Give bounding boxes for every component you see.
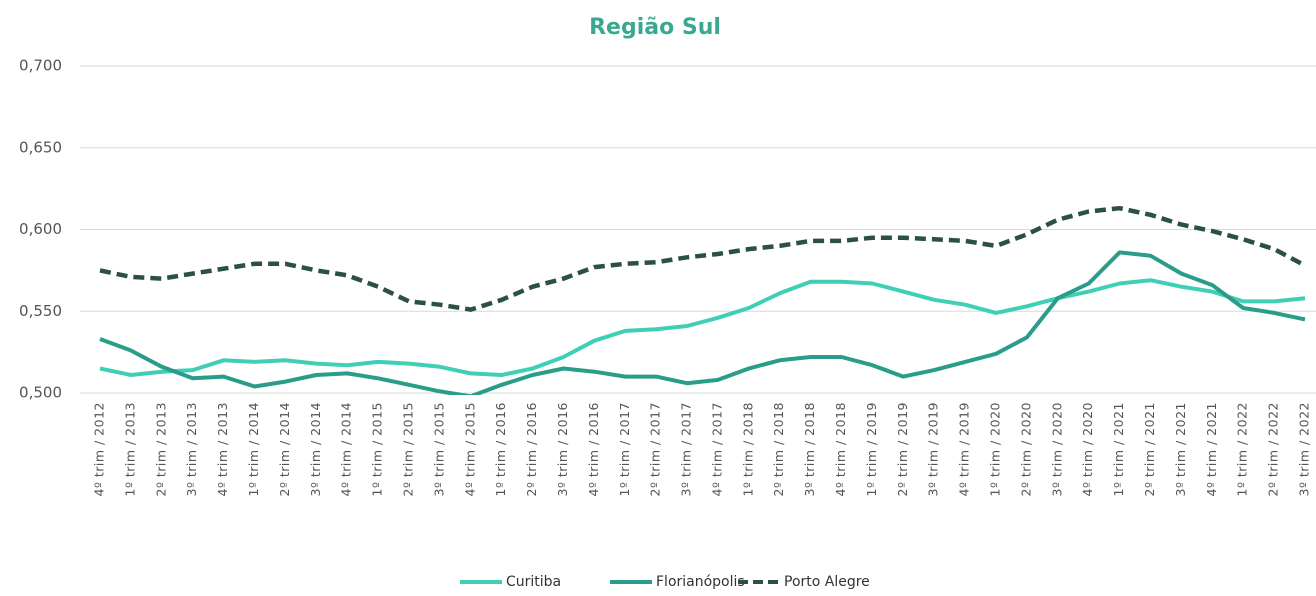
x-tick-label: 2º trim / 2018 <box>771 402 786 496</box>
x-tick-label: 1º trim / 2017 <box>617 402 632 496</box>
x-tick-label: 1º trim / 2022 <box>1235 402 1250 496</box>
series-line <box>99 278 1306 377</box>
y-tick-label: 0,600 <box>19 220 62 238</box>
x-tick-label: 1º trim / 2014 <box>246 402 261 496</box>
x-tick-label: 2º trim / 2013 <box>153 402 168 496</box>
x-tick-label: 4º trim / 2017 <box>709 402 724 496</box>
x-tick-label: 3º trim / 2021 <box>1173 402 1188 496</box>
x-tick-label: 1º trim / 2013 <box>122 402 137 496</box>
x-tick-label: 2º trim / 2014 <box>277 402 292 496</box>
x-tick-label: 3º trim / 2020 <box>1049 402 1064 496</box>
y-tick-label: 0,550 <box>19 302 62 320</box>
x-tick-label: 1º trim / 2016 <box>493 402 508 496</box>
x-tick-label: 4º trim / 2018 <box>833 402 848 496</box>
legend-label: Florianópolis <box>656 574 745 590</box>
x-tick-label: 3º trim / 2016 <box>555 402 570 496</box>
x-tick-label: 4º trim / 2016 <box>586 402 601 496</box>
x-tick-label: 1º trim / 2015 <box>370 402 385 496</box>
x-tick-label: 3º trim / 2019 <box>926 402 941 496</box>
x-tick-label: 3º trim / 2015 <box>431 402 446 496</box>
series-line <box>99 205 1307 312</box>
x-tick-label: 4º trim / 2014 <box>339 402 354 496</box>
x-tick-label: 4º trim / 2020 <box>1080 402 1095 496</box>
x-tick-label: 2º trim / 2020 <box>1018 402 1033 496</box>
x-tick-label: 3º trim / 2022 <box>1297 402 1312 496</box>
plot-area <box>99 205 1307 395</box>
x-tick-label: 4º trim / 2012 <box>92 402 107 496</box>
x-tick-label: 4º trim / 2013 <box>215 402 230 496</box>
x-tick-label: 1º trim / 2021 <box>1111 402 1126 496</box>
legend-label: Porto Alegre <box>784 574 870 590</box>
series-line <box>99 250 1306 395</box>
legend-label: Curitiba <box>506 574 561 590</box>
y-tick-label: 0,700 <box>19 57 62 75</box>
grid <box>80 65 1316 394</box>
x-tick-label: 2º trim / 2019 <box>895 402 910 496</box>
x-tick-label: 3º trim / 2018 <box>802 402 817 496</box>
x-tick-label: 1º trim / 2020 <box>988 402 1003 496</box>
x-tick-label: 2º trim / 2022 <box>1266 402 1281 496</box>
y-tick-label: 0,650 <box>19 138 62 156</box>
x-tick-label: 3º trim / 2013 <box>184 402 199 496</box>
x-tick-label: 1º trim / 2019 <box>864 402 879 496</box>
x-tick-label: 4º trim / 2015 <box>462 402 477 496</box>
x-tick-label: 2º trim / 2016 <box>524 402 539 496</box>
x-tick-label: 4º trim / 2019 <box>957 402 972 496</box>
x-tick-label: 1º trim / 2018 <box>740 402 755 496</box>
x-tick-label: 2º trim / 2015 <box>400 402 415 496</box>
x-tick-label: 3º trim / 2017 <box>679 402 694 496</box>
x-tick-label: 2º trim / 2021 <box>1142 402 1157 496</box>
x-tick-label: 4º trim / 2021 <box>1204 402 1219 496</box>
chart-title: Região Sul <box>589 15 721 40</box>
x-tick-label: 2º trim / 2017 <box>648 402 663 496</box>
y-tick-label: 0,500 <box>19 384 62 402</box>
x-tick-label: 3º trim / 2014 <box>308 402 323 496</box>
